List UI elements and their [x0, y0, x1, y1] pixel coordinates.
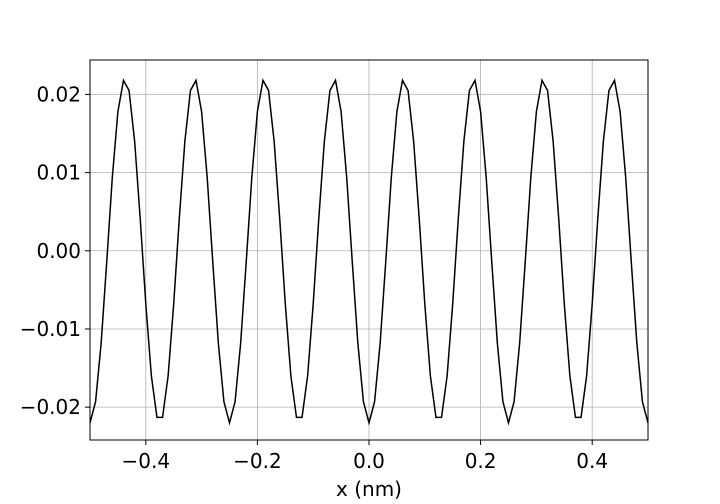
x-axis-label: x (nm)	[336, 477, 402, 501]
x-tick-label: 0.2	[465, 449, 497, 473]
x-tick-label: −0.2	[233, 449, 282, 473]
y-tick-label: −0.02	[20, 395, 81, 419]
x-tick-label: 0.4	[576, 449, 608, 473]
y-tick-label: 0.02	[36, 82, 81, 106]
y-tick-label: 0.01	[36, 161, 81, 185]
x-tick-label: −0.4	[122, 449, 171, 473]
y-tick-label: −0.01	[20, 317, 81, 341]
line-series	[89, 78, 649, 426]
y-tick-label: 0.00	[36, 239, 81, 263]
plot-frame	[89, 59, 649, 441]
x-tick-label: 0.0	[353, 449, 385, 473]
